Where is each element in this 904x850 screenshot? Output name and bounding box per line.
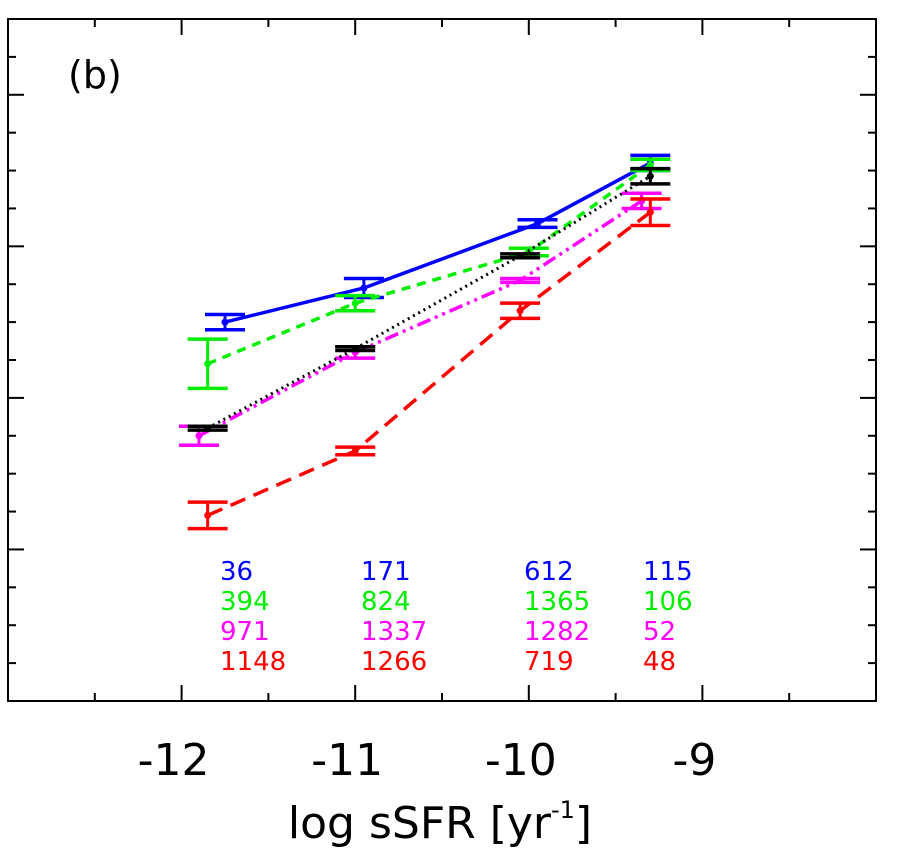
x-tick-label: -11: [311, 735, 383, 786]
sample-count: 52: [643, 617, 676, 647]
x-axis-title-main: log sSFR [yr: [288, 798, 552, 849]
data-point: [204, 424, 212, 432]
sample-count: 1337: [361, 617, 427, 647]
sample-count: 1266: [361, 647, 427, 677]
data-point: [516, 276, 524, 284]
x-tick-label: -10: [485, 735, 557, 786]
plot-frame: [7, 18, 877, 702]
sample-count: 824: [361, 587, 411, 617]
data-point: [646, 208, 654, 216]
x-axis-title: log sSFR [yr-1]: [288, 796, 592, 849]
data-point: [646, 161, 654, 169]
x-axis-title-end: ]: [575, 798, 592, 849]
sample-count: 115: [643, 557, 693, 587]
data-point: [516, 307, 524, 315]
data-point: [204, 360, 212, 368]
series-line: [224, 161, 652, 324]
sample-count: 394: [220, 587, 270, 617]
panel-label: (b): [68, 53, 122, 97]
data-point: [351, 299, 359, 307]
data-point: [195, 432, 203, 440]
data-point: [360, 284, 368, 292]
sample-count: 106: [643, 587, 693, 617]
sample-count: 1282: [524, 617, 590, 647]
data-point: [646, 172, 654, 180]
x-axis-title-sup: -1: [551, 796, 575, 824]
x-tick-label: -9: [672, 735, 716, 786]
data-point: [351, 345, 359, 353]
data-point: [204, 511, 212, 519]
sample-count: 48: [643, 647, 676, 677]
x-tick-labels: -12 -11 -10 -9: [138, 735, 717, 786]
series-line: [198, 199, 643, 438]
data-point: [533, 220, 541, 228]
sample-count: 971: [220, 617, 270, 647]
series-layer: [178, 153, 671, 531]
data-point: [221, 318, 229, 326]
sample-count: 1148: [220, 647, 286, 677]
sample-count: 36: [220, 557, 253, 587]
data-point: [351, 447, 359, 455]
counts-layer: 36 171 612 115 394 824 1365 106 971 1337 1282 52 114…: [220, 557, 693, 677]
data-point: [516, 252, 524, 260]
x-tick-label: -12: [138, 735, 210, 786]
sample-count: 1365: [524, 587, 590, 617]
series-line: [206, 210, 652, 517]
sample-count: 171: [361, 557, 411, 587]
sample-count: 612: [524, 557, 574, 587]
axis-ticks: [8, 19, 876, 701]
series-line: [206, 174, 652, 430]
sample-count: 719: [524, 647, 574, 677]
